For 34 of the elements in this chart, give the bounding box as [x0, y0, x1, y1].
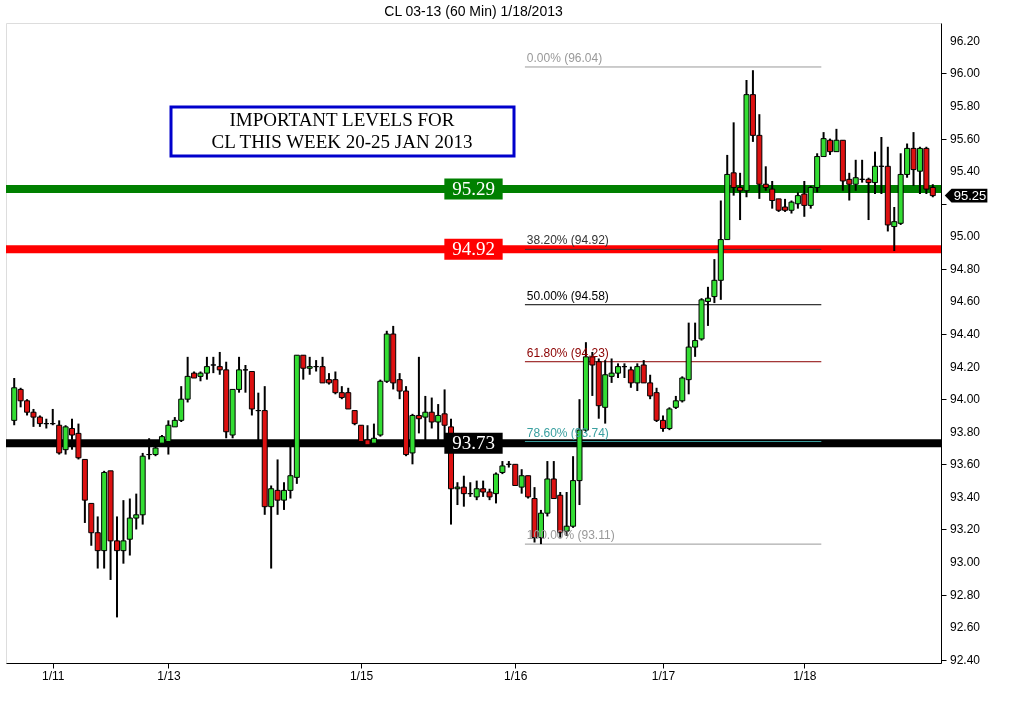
y-tick-label: 92.40	[950, 652, 981, 667]
y-tick-label: 94.00	[950, 392, 981, 407]
ref-line-label: 0.00% (96.04)	[526, 50, 603, 65]
y-tick-label: 93.40	[950, 489, 981, 504]
x-tick-label: 1/18	[793, 668, 817, 683]
x-tick-label: 1/16	[504, 668, 528, 683]
ref-line-label: 50.00% (94.58)	[526, 288, 609, 303]
x-tick-label: 1/15	[349, 668, 374, 683]
x-tick-label: 1/11	[42, 668, 65, 683]
y-tick-label: 93.80	[950, 424, 981, 439]
y-tick-label: 93.20	[950, 522, 981, 537]
x-tick-label: 1/17	[651, 668, 676, 683]
ref-line-label: 94.92	[452, 238, 495, 260]
y-tick-label: 92.60	[950, 620, 981, 635]
y-tick-label: 95.60	[950, 131, 981, 146]
ref-line-label: 38.20% (94.92)	[526, 233, 609, 248]
y-tick-label: 94.20	[950, 359, 981, 374]
y-tick-label: 93.00	[950, 555, 981, 570]
chart-title: CL 03-13 (60 Min) 1/18/2013	[384, 3, 563, 19]
y-tick-label: 94.60	[950, 294, 981, 309]
y-tick-label: 96.20	[950, 33, 981, 48]
y-tick-label: 95.80	[950, 99, 981, 114]
y-tick-label: 95.00	[950, 229, 981, 244]
ref-line-label: 95.29	[452, 178, 495, 200]
y-tick-label: 94.40	[950, 327, 981, 342]
y-tick-label: 96.00	[950, 66, 981, 81]
y-tick-label: 94.80	[950, 261, 981, 276]
y-tick-label: 95.40	[950, 164, 981, 179]
y-tick-label: 92.80	[950, 587, 981, 602]
text: 95.25	[953, 187, 987, 203]
ref-line-label: 93.73	[452, 432, 495, 454]
x-tick-label: 1/13	[157, 668, 181, 683]
y-tick-label: 93.60	[950, 457, 981, 472]
annotation: IMPORTANT LEVELS FOR CL THIS WEEK 20-25 JAN 2013	[211, 109, 473, 152]
